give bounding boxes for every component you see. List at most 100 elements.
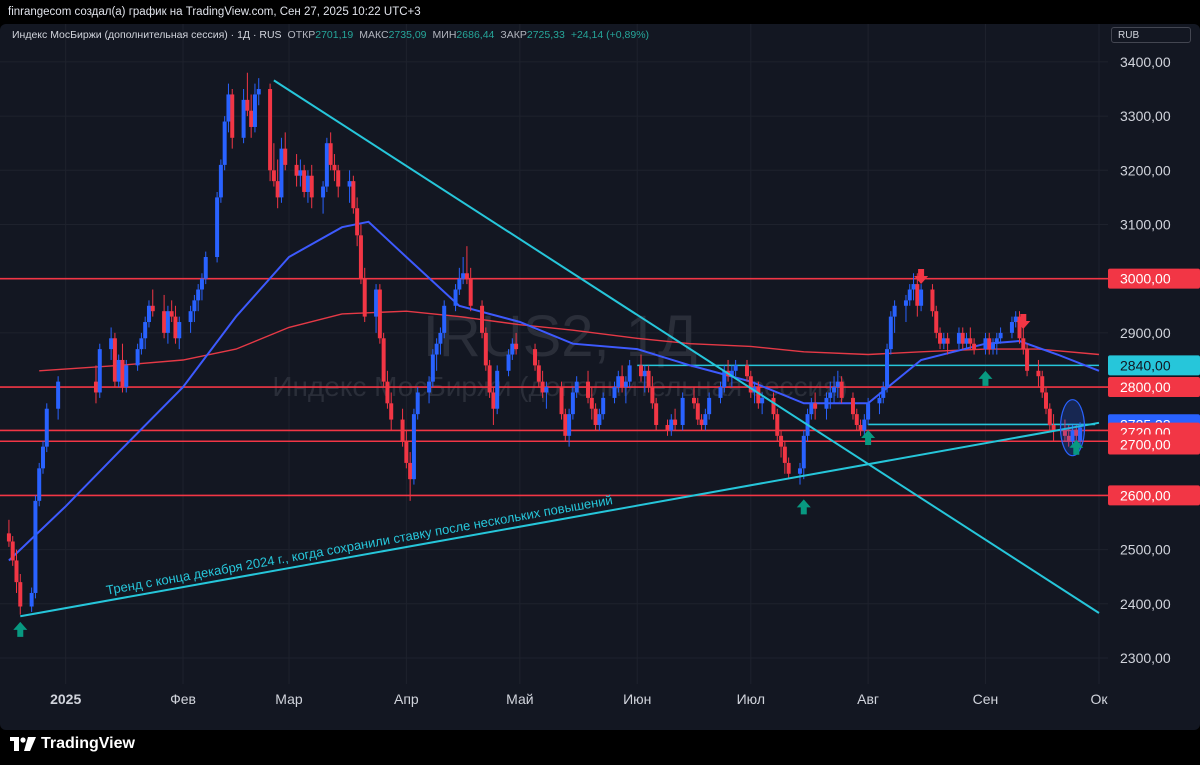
candle-body xyxy=(279,148,284,198)
price-badge-2700-bg xyxy=(1108,434,1200,455)
candle xyxy=(699,414,704,431)
candle xyxy=(427,376,432,404)
candle-body xyxy=(718,387,723,398)
candle xyxy=(919,284,924,312)
candle xyxy=(786,457,791,480)
candle xyxy=(385,370,390,409)
candle xyxy=(135,343,140,371)
candle-body xyxy=(245,99,250,111)
candle xyxy=(627,359,632,388)
tradingview-logo[interactable]: TradingView xyxy=(10,735,135,753)
candle xyxy=(639,354,644,382)
candle xyxy=(415,387,420,420)
price-badge-2600-bg xyxy=(1108,485,1200,506)
candle xyxy=(33,495,38,599)
candle-body xyxy=(480,305,485,333)
candle-body xyxy=(120,359,125,388)
candle-body xyxy=(434,343,439,355)
footer: TradingView xyxy=(0,730,1200,765)
candle xyxy=(305,170,310,203)
candle-body xyxy=(862,419,867,431)
price-badge-3000: 3000,00 xyxy=(1120,271,1171,287)
candle xyxy=(97,343,102,398)
candle-body xyxy=(1017,316,1022,339)
candle xyxy=(1036,359,1041,388)
currency-button[interactable]: RUB xyxy=(1111,27,1191,43)
candle xyxy=(589,387,594,420)
candle xyxy=(112,332,117,388)
candle xyxy=(1062,419,1067,442)
price-tick-label: 3100,00 xyxy=(1120,216,1171,232)
legend-symbol: Индекс МосБиржи (дополнительная сессия) … xyxy=(12,29,282,41)
candle-body xyxy=(707,397,712,415)
candle xyxy=(907,284,912,306)
candle-body xyxy=(654,403,659,425)
candle-body xyxy=(408,462,413,480)
legend-high-value: 2735,09 xyxy=(388,29,427,41)
legend-low-value: 2686,44 xyxy=(456,29,495,41)
candle-body xyxy=(438,332,443,344)
candle xyxy=(956,327,961,350)
candle xyxy=(601,392,606,420)
candle-body xyxy=(748,376,753,393)
candle-body xyxy=(298,170,303,176)
legend-close-value: 2725,33 xyxy=(526,29,565,41)
chart-frame[interactable]: IRUS2, 1Д Индекс МосБиржи (дополнительна… xyxy=(0,24,1200,730)
candle xyxy=(1025,343,1030,377)
time-tick-label: Июн xyxy=(623,691,651,707)
candle-body xyxy=(722,370,727,388)
candle-body xyxy=(964,338,969,344)
candle xyxy=(491,387,496,425)
candle-body xyxy=(18,582,23,607)
candle-body xyxy=(362,278,367,317)
candle-body xyxy=(305,175,310,192)
candle-body xyxy=(1066,435,1071,442)
time-tick-label: Апр xyxy=(394,691,419,707)
candle-body xyxy=(892,305,897,317)
candle-body xyxy=(665,424,670,431)
candle-body xyxy=(302,170,307,192)
candle xyxy=(215,191,220,263)
candle-body xyxy=(453,289,458,306)
candle xyxy=(400,408,405,447)
candle-body xyxy=(915,284,920,306)
price-badge-2840-bg xyxy=(1108,355,1200,376)
candle-body xyxy=(1013,316,1018,323)
candle-body xyxy=(907,289,912,301)
candle-body xyxy=(10,541,15,561)
candle xyxy=(665,419,670,436)
candle-body xyxy=(1044,392,1049,409)
candle xyxy=(692,387,697,409)
price-badge-3000-bg xyxy=(1108,268,1200,289)
candle xyxy=(911,273,916,301)
candle xyxy=(453,284,458,312)
candle xyxy=(612,381,617,404)
candle xyxy=(6,519,11,547)
candle xyxy=(623,376,628,404)
candle-body xyxy=(960,332,965,344)
ma-fast-line xyxy=(8,220,1100,562)
candle xyxy=(483,327,488,371)
candle xyxy=(775,408,780,442)
candle xyxy=(968,327,973,350)
time-tick-label: Авг xyxy=(857,691,879,707)
candle xyxy=(487,359,492,398)
candle-body xyxy=(903,300,908,306)
candle-body xyxy=(998,332,1003,339)
candle-body xyxy=(256,89,261,95)
candle xyxy=(885,343,890,393)
candle-body xyxy=(139,338,144,350)
candle xyxy=(218,159,223,203)
chart-svg[interactable]: IRUS2, 1Д Индекс МосБиржи (дополнительна… xyxy=(0,24,1200,730)
candle xyxy=(362,267,367,323)
candle xyxy=(271,143,276,187)
candle-body xyxy=(109,338,114,350)
candle-body xyxy=(230,94,235,138)
candle-body xyxy=(442,305,447,333)
candle-body xyxy=(275,181,280,198)
candle xyxy=(124,359,129,393)
candle-body xyxy=(56,381,61,409)
candle xyxy=(177,316,182,350)
candle-body xyxy=(934,311,939,333)
candle-body xyxy=(40,446,45,469)
